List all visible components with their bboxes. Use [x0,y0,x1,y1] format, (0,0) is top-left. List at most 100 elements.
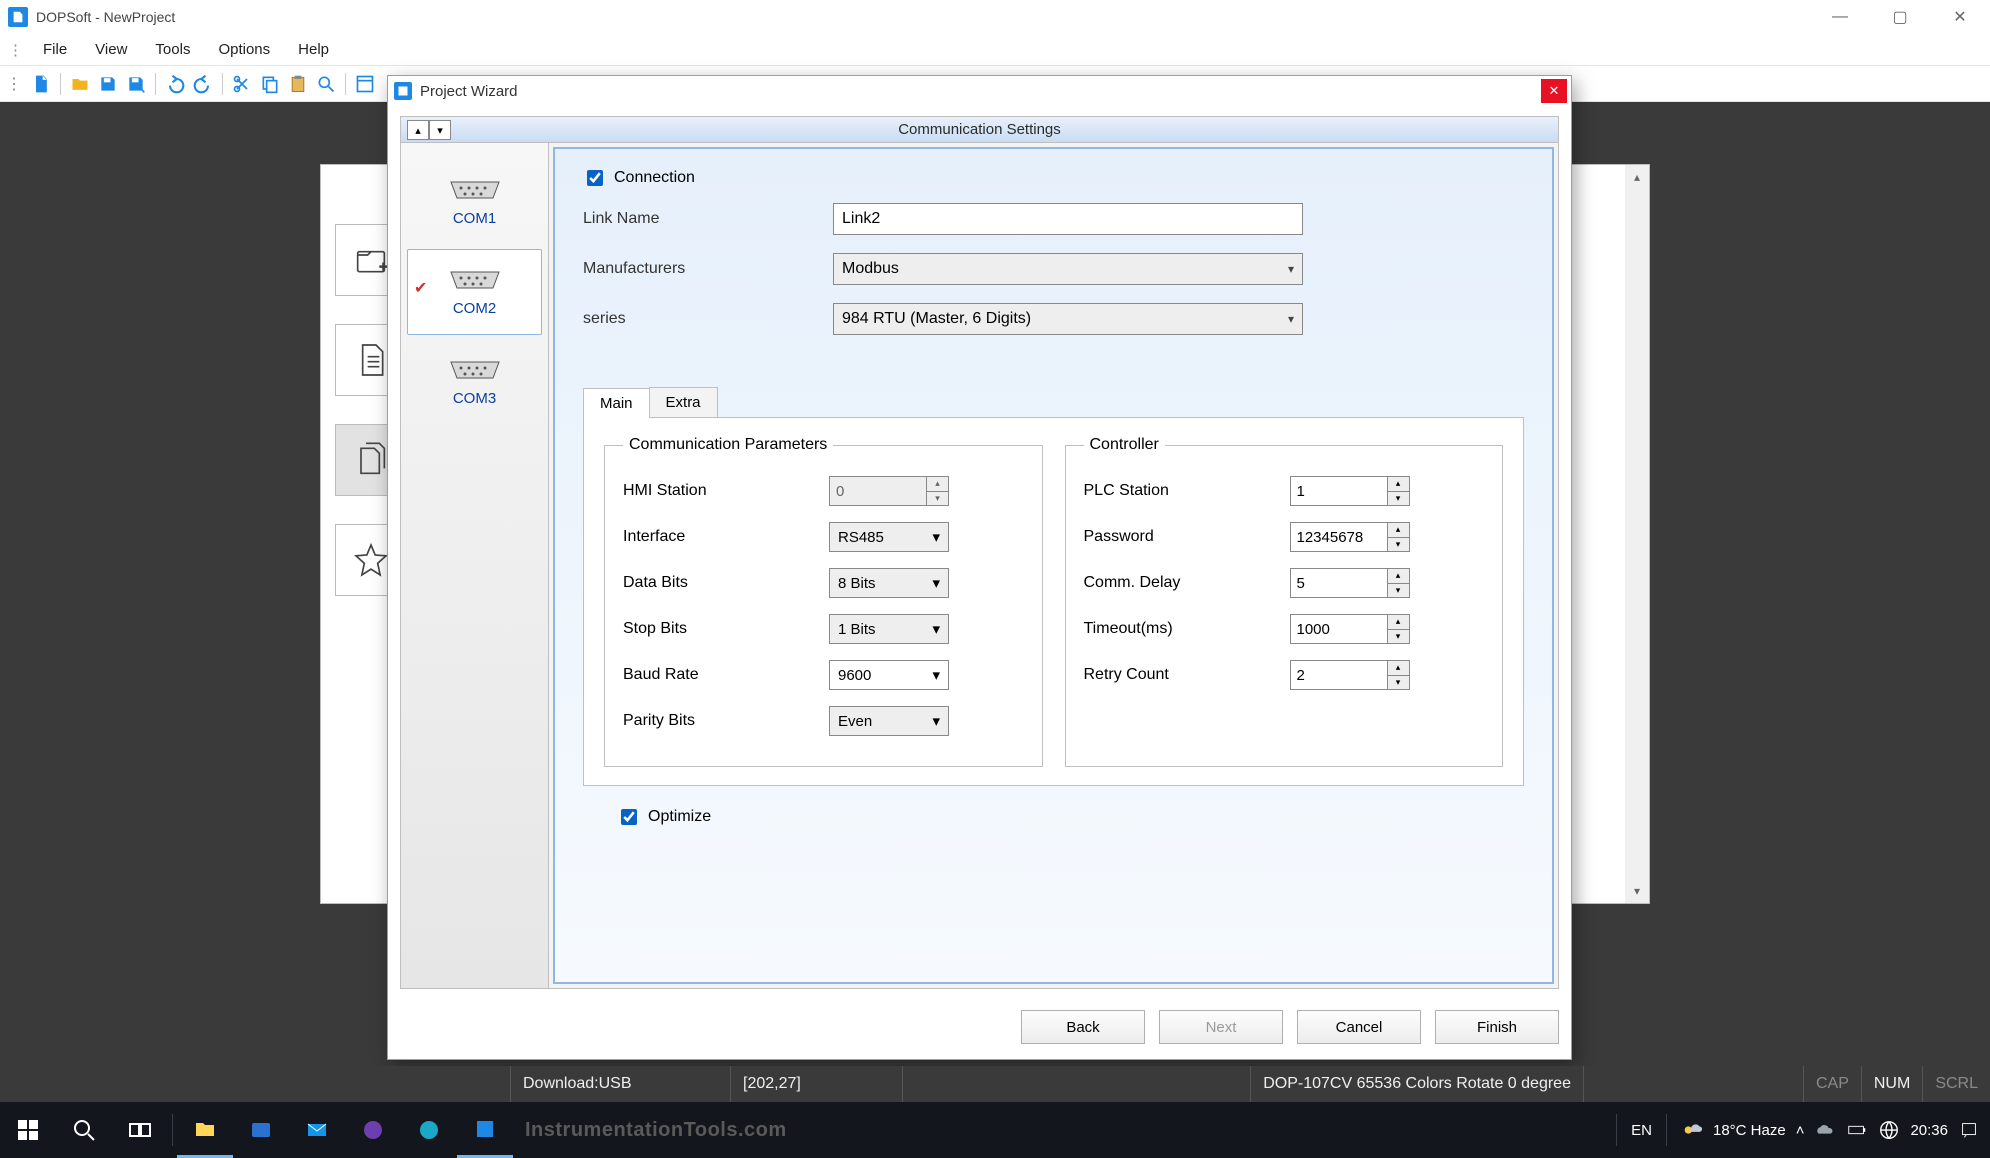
interface-select[interactable]: RS485▾ [829,522,949,552]
taskbar-app-icon[interactable] [233,1102,289,1158]
menu-options[interactable]: Options [204,37,284,62]
save-as-icon[interactable] [123,71,149,97]
chevron-down-icon: ▾ [1288,312,1294,326]
copy-icon[interactable] [257,71,283,97]
port-item-com2[interactable]: ✔ COM2 [407,249,542,335]
finish-button[interactable]: Finish [1435,1010,1559,1044]
battery-icon[interactable] [1846,1119,1868,1141]
save-icon[interactable] [95,71,121,97]
watermark-text: InstrumentationTools.com [525,1119,787,1142]
vscrollbar[interactable]: ▴ ▾ [1625,165,1649,903]
timeout-label: Timeout(ms) [1084,620,1290,638]
redo-icon[interactable] [190,71,216,97]
weather-text[interactable]: 18°C Haze [1713,1122,1786,1139]
status-device: DOP-107CV 65536 Colors Rotate 0 degree [1250,1066,1583,1102]
wizard-close-button[interactable]: ✕ [1541,79,1567,103]
comm-delay-spinner[interactable]: 5▴▾ [1290,568,1410,598]
tab-extra[interactable]: Extra [649,387,718,417]
status-cap: CAP [1803,1066,1861,1102]
header-down-button[interactable]: ▾ [429,120,451,140]
combo-value: Modbus [842,260,899,278]
manufacturers-combo[interactable]: Modbus ▾ [833,253,1303,285]
data-bits-select[interactable]: 8 Bits▾ [829,568,949,598]
parity-bits-select[interactable]: Even▾ [829,706,949,736]
task-view-icon[interactable] [112,1102,168,1158]
paste-icon[interactable] [285,71,311,97]
menu-tools[interactable]: Tools [141,37,204,62]
menu-view[interactable]: View [81,37,141,62]
db9-connector-icon [447,358,503,382]
stop-bits-select[interactable]: 1 Bits▾ [829,614,949,644]
taskbar-dopsoft-icon[interactable] [457,1102,513,1158]
tab-main[interactable]: Main [583,388,650,418]
series-label: series [583,310,833,328]
scroll-down-icon[interactable]: ▾ [1625,879,1649,903]
close-button[interactable]: ✕ [1930,0,1990,34]
controller-legend: Controller [1084,436,1165,454]
group-comm-params: Communication Parameters HMI Station 0▴▾… [604,436,1043,767]
taskbar-edge-icon[interactable] [401,1102,457,1158]
taskbar-mail-icon[interactable] [289,1102,345,1158]
cancel-button[interactable]: Cancel [1297,1010,1421,1044]
taskbar-purple-icon[interactable] [345,1102,401,1158]
app-title: DOPSoft - NewProject [36,9,175,25]
back-button[interactable]: Back [1021,1010,1145,1044]
cut-icon[interactable] [229,71,255,97]
status-coords: [202,27] [730,1066,902,1102]
network-icon[interactable] [1878,1119,1900,1141]
onedrive-icon[interactable] [1814,1119,1836,1141]
clock-text[interactable]: 20:36 [1910,1122,1948,1139]
notification-icon[interactable] [1958,1119,1980,1141]
password-input[interactable]: 12345678▴▾ [1290,522,1410,552]
comm-delay-label: Comm. Delay [1084,574,1290,592]
wizard-icon[interactable] [352,71,378,97]
optimize-label: Optimize [648,808,711,826]
port-label: COM1 [453,210,496,227]
port-item-com1[interactable]: COM1 [407,159,542,245]
weather-icon [1681,1119,1703,1141]
tray-chevron-up-icon[interactable]: ˄ [1796,1122,1805,1139]
menu-file[interactable]: File [29,37,81,62]
maximize-button[interactable]: ▢ [1870,0,1930,34]
start-button[interactable] [0,1102,56,1158]
chevron-down-icon: ▾ [932,620,940,638]
connection-label: Connection [614,169,695,187]
port-label: COM2 [453,300,496,317]
com-port-list: COM1 ✔ COM2 COM3 [401,143,549,988]
link-name-input[interactable] [833,203,1303,235]
timeout-spinner[interactable]: 1000▴▾ [1290,614,1410,644]
port-item-com3[interactable]: COM3 [407,339,542,425]
series-combo[interactable]: 984 RTU (Master, 6 Digits) ▾ [833,303,1303,335]
find-icon[interactable] [313,71,339,97]
plc-station-label: PLC Station [1084,482,1290,500]
status-num: NUM [1861,1066,1922,1102]
menu-help[interactable]: Help [284,37,343,62]
chevron-down-icon: ▾ [932,574,940,592]
stop-bits-label: Stop Bits [623,620,829,638]
plc-station-spinner[interactable]: 1▴▾ [1290,476,1410,506]
wizard-title-icon [394,82,412,100]
workspace: ▴ ▾ Project Wizard ✕ [0,102,1990,1066]
group-controller: Controller PLC Station 1▴▾ Password 1234… [1065,436,1504,767]
search-icon[interactable] [56,1102,112,1158]
hmi-station-spinner: 0▴▾ [829,476,949,506]
connection-checkbox-row: Connection [583,167,1524,189]
baud-rate-select[interactable]: 9600▾ [829,660,949,690]
chevron-down-icon: ▾ [1288,262,1294,276]
db9-connector-icon [447,268,503,292]
optimize-checkbox[interactable] [621,809,637,825]
scroll-up-icon[interactable]: ▴ [1625,165,1649,189]
wizard-title-text: Project Wizard [420,83,518,100]
new-file-icon[interactable] [28,71,54,97]
connection-checkbox[interactable] [587,170,603,186]
toolbar-grip-icon: ⋮ [6,74,22,94]
minimize-button[interactable]: — [1810,0,1870,34]
lang-indicator[interactable]: EN [1621,1122,1662,1139]
header-up-button[interactable]: ▴ [407,120,429,140]
app-icon [8,7,28,27]
tab-body: Communication Parameters HMI Station 0▴▾… [583,417,1524,786]
undo-icon[interactable] [162,71,188,97]
retry-count-spinner[interactable]: 2▴▾ [1290,660,1410,690]
open-folder-icon[interactable] [67,71,93,97]
taskbar-explorer-icon[interactable] [177,1102,233,1158]
